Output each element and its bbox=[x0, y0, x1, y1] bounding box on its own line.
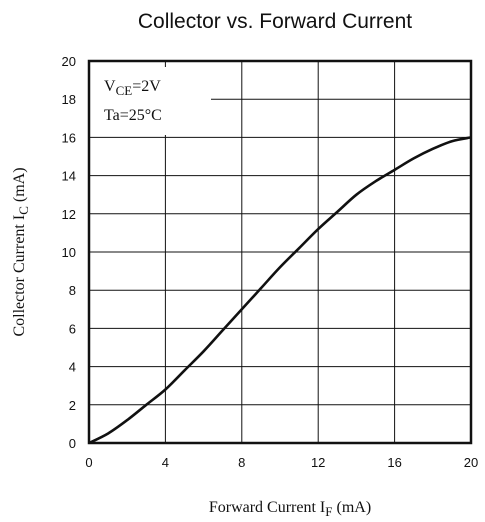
x-axis-label: Forward Current IF (mA) bbox=[209, 499, 371, 519]
x-tick-label: 0 bbox=[85, 455, 92, 470]
chart-title: Collector vs. Forward Current bbox=[138, 10, 412, 33]
legend-box: VCE=2V Ta=25°C bbox=[89, 67, 211, 135]
x-tick-label: 16 bbox=[387, 455, 401, 470]
y-tick-label: 14 bbox=[62, 169, 76, 184]
x-tick-label: 8 bbox=[238, 455, 245, 470]
x-tick-label: 12 bbox=[311, 455, 325, 470]
x-tick-label: 4 bbox=[162, 455, 169, 470]
y-tick-label: 18 bbox=[62, 92, 76, 107]
y-tick-labels: 0 2 4 6 8 10 12 14 16 18 20 bbox=[62, 54, 76, 451]
x-tick-label: 20 bbox=[464, 455, 478, 470]
y-tick-label: 16 bbox=[62, 130, 76, 145]
x-tick-labels: 0 4 8 12 16 20 bbox=[85, 455, 478, 470]
y-tick-label: 8 bbox=[69, 283, 76, 298]
y-tick-label: 10 bbox=[62, 245, 76, 260]
y-tick-label: 12 bbox=[62, 207, 76, 222]
y-tick-label: 0 bbox=[69, 436, 76, 451]
y-tick-label: 4 bbox=[69, 360, 76, 375]
y-axis-label: Collector Current IC (mA) bbox=[11, 167, 31, 336]
y-tick-label: 6 bbox=[69, 321, 76, 336]
annotation-temperature: Ta=25°C bbox=[104, 107, 162, 124]
y-tick-label: 20 bbox=[62, 54, 76, 69]
y-tick-label: 2 bbox=[69, 398, 76, 413]
